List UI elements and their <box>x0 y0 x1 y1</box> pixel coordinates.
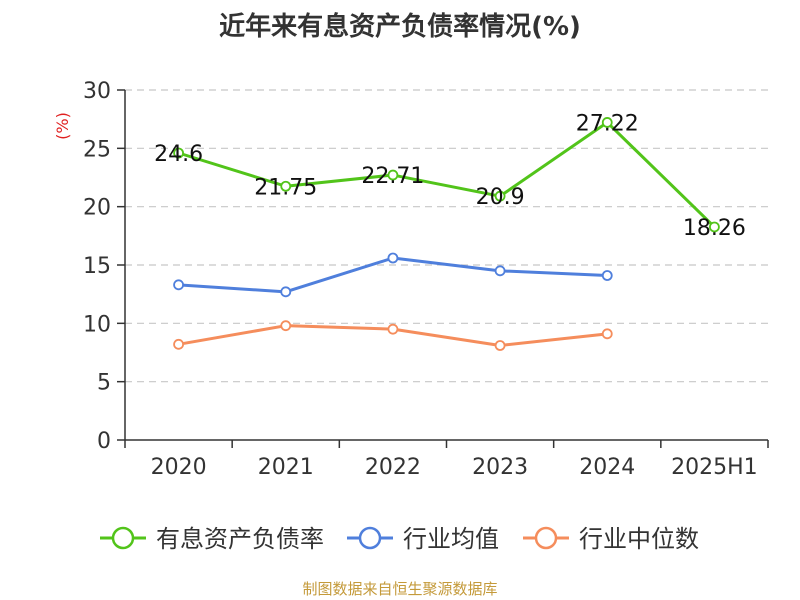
data-point <box>601 328 613 340</box>
legend[interactable]: 有息资产负债率 行业均值 行业中位数 <box>100 525 699 553</box>
y-tick-label: 10 <box>83 312 111 337</box>
data-point <box>494 265 506 277</box>
x-tick-label: 2020 <box>151 455 207 480</box>
data-point <box>494 190 506 202</box>
data-label: 24.6 <box>154 142 203 167</box>
data-point <box>387 323 399 335</box>
x-tick-label: 2021 <box>258 455 314 480</box>
data-label: 22.71 <box>361 164 424 189</box>
series-layer <box>173 117 720 351</box>
y-tick-label: 30 <box>83 79 111 104</box>
legend-entry[interactable]: 行业中位数 <box>579 525 699 553</box>
data-point <box>387 252 399 264</box>
y-tick-label: 20 <box>83 196 111 221</box>
chart-title: 近年来有息资产负债率情况(%) <box>219 12 581 42</box>
y-tick-label: 0 <box>97 429 111 454</box>
series-line <box>178 120 716 229</box>
y-tick-label: 25 <box>83 137 111 162</box>
y-tick-label: 5 <box>97 371 111 396</box>
data-label: 18.26 <box>683 216 746 241</box>
data-point <box>280 320 292 332</box>
data-point <box>173 338 184 350</box>
legend-swatch-marker <box>111 526 135 550</box>
x-tick-label: 2022 <box>365 455 421 480</box>
y-axis-unit-label: (%) <box>53 112 72 140</box>
data-point <box>709 221 720 233</box>
data-point <box>601 117 613 128</box>
x-tick-label: 2025H1 <box>671 455 758 480</box>
data-point <box>494 340 506 351</box>
x-tick-label: 2023 <box>472 455 528 480</box>
source-note: 制图数据来自恒生聚源数据库 <box>302 580 498 598</box>
data-point <box>280 180 292 192</box>
data-point <box>601 270 613 281</box>
data-label: 27.22 <box>576 111 639 136</box>
x-tick-label: 2024 <box>579 455 635 480</box>
data-point <box>173 279 184 291</box>
legend-swatch-marker <box>358 526 382 550</box>
y-tick-label: 15 <box>83 254 111 279</box>
data-point <box>387 169 399 181</box>
axes: 0 5 10 15 20 25 30 2020 2021 2022 2023 2024 2025H1 <box>83 79 769 480</box>
data-labels: 24.6 21.75 22.71 20.9 27.22 18.26 <box>154 111 746 241</box>
data-label: 21.75 <box>254 175 317 200</box>
data-label: 20.9 <box>476 185 525 210</box>
data-point <box>280 286 292 298</box>
data-point <box>173 147 184 159</box>
legend-entry[interactable]: 行业均值 <box>403 525 499 553</box>
legend-swatch-marker <box>534 526 558 550</box>
legend-entry[interactable]: 有息资产负债率 <box>156 525 324 553</box>
